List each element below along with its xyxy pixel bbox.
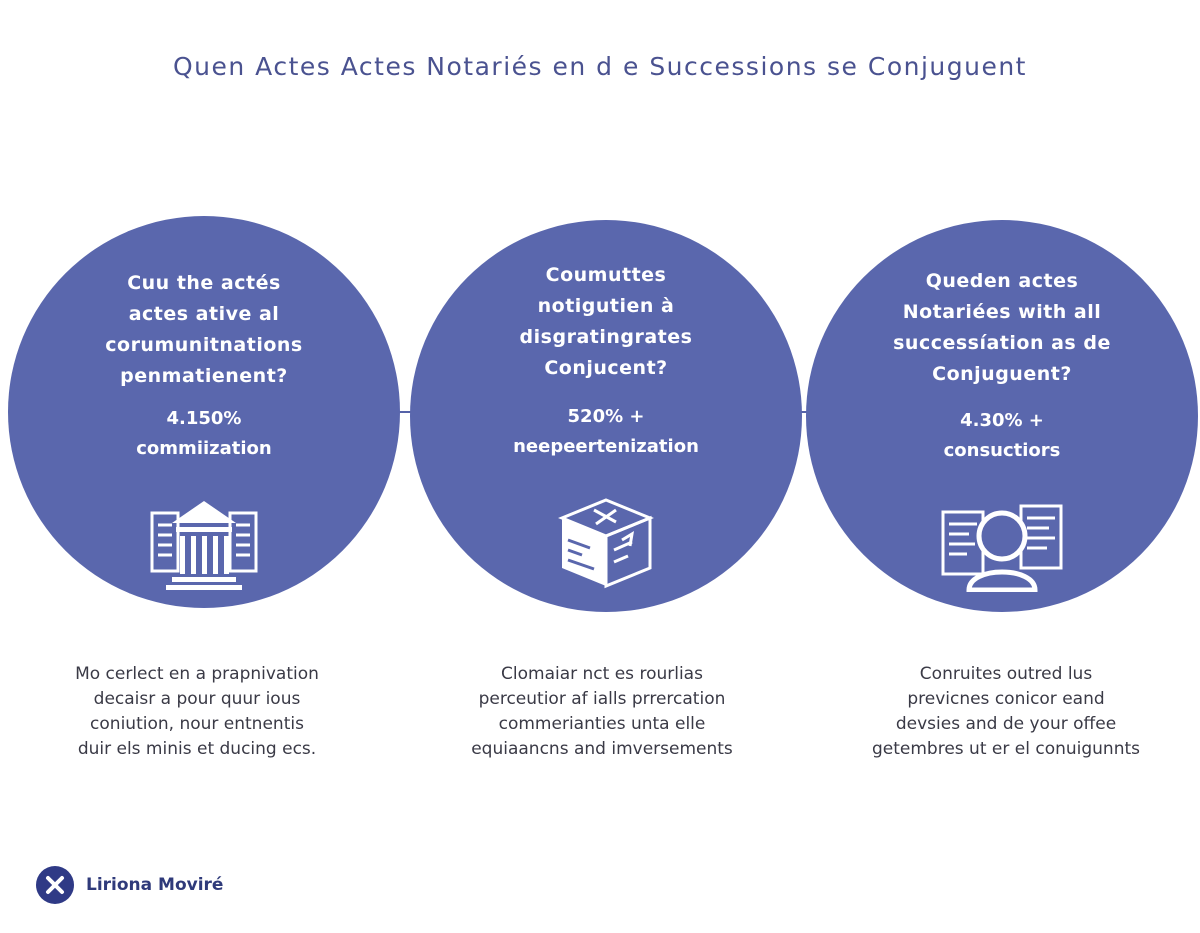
x-mark-icon [46, 876, 64, 894]
circle-question: Coumuttes notigutien à disgratingrates C… [519, 264, 693, 379]
brand-footer: Liriona Moviré [36, 866, 223, 904]
concept-circle-1: Cuu the actés actes ative al corumunitna… [8, 216, 400, 608]
document-box-icon [558, 498, 654, 589]
circle-stat: 4.150% commiization [136, 408, 272, 459]
circle-stat: 4.30% + consuctiors [943, 410, 1061, 461]
circle-question: Queden actes Notariées with all successí… [893, 270, 1111, 385]
brand-name: Liriona Moviré [86, 875, 224, 895]
brand-logo-icon [36, 866, 74, 904]
concept-circle-2: Coumuttes notigutien à disgratingrates C… [410, 220, 802, 612]
concept-circle-3: Queden actes Notariées with all successí… [806, 220, 1198, 612]
circle-stat: 520% + neepeertenization [513, 406, 699, 457]
page-title: Quen Actes Actes Notariés en d e Success… [172, 52, 1027, 81]
description-1: Mo cerlect en a prapnivation decaisr a p… [75, 664, 319, 759]
person-documents-icon [941, 504, 1063, 592]
description-2: Clomaiar nct es rourlias perceutior af i… [471, 664, 733, 759]
description-3: Conruites outred lus previcnes conicor e… [872, 664, 1140, 759]
bank-building-icon [150, 501, 258, 590]
circle-question: Cuu the actés actes ative al corumunitna… [105, 272, 303, 387]
